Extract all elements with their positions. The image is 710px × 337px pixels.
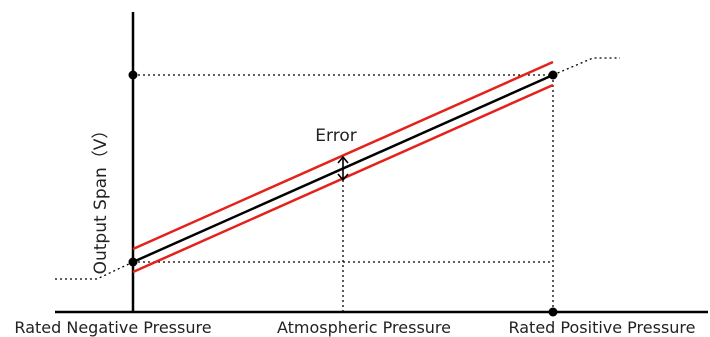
point-axis-right [548,307,558,317]
upper-error-line [132,60,554,251]
x-label-positive: Rated Positive Pressure [508,318,695,337]
right-saturation-dotted [552,57,620,76]
guide-lines [55,57,620,312]
point-top-right [548,70,558,80]
left-saturation-dotted [55,261,134,280]
x-label-atmospheric: Atmospheric Pressure [277,318,451,337]
point-bottom-left [128,257,138,267]
x-label-negative: Rated Negative Pressure [14,318,211,337]
y-axis-label: Output Span（V） [91,122,111,275]
error-double-arrow [337,155,349,182]
error-label: Error [315,126,356,146]
point-top-left [128,70,138,80]
